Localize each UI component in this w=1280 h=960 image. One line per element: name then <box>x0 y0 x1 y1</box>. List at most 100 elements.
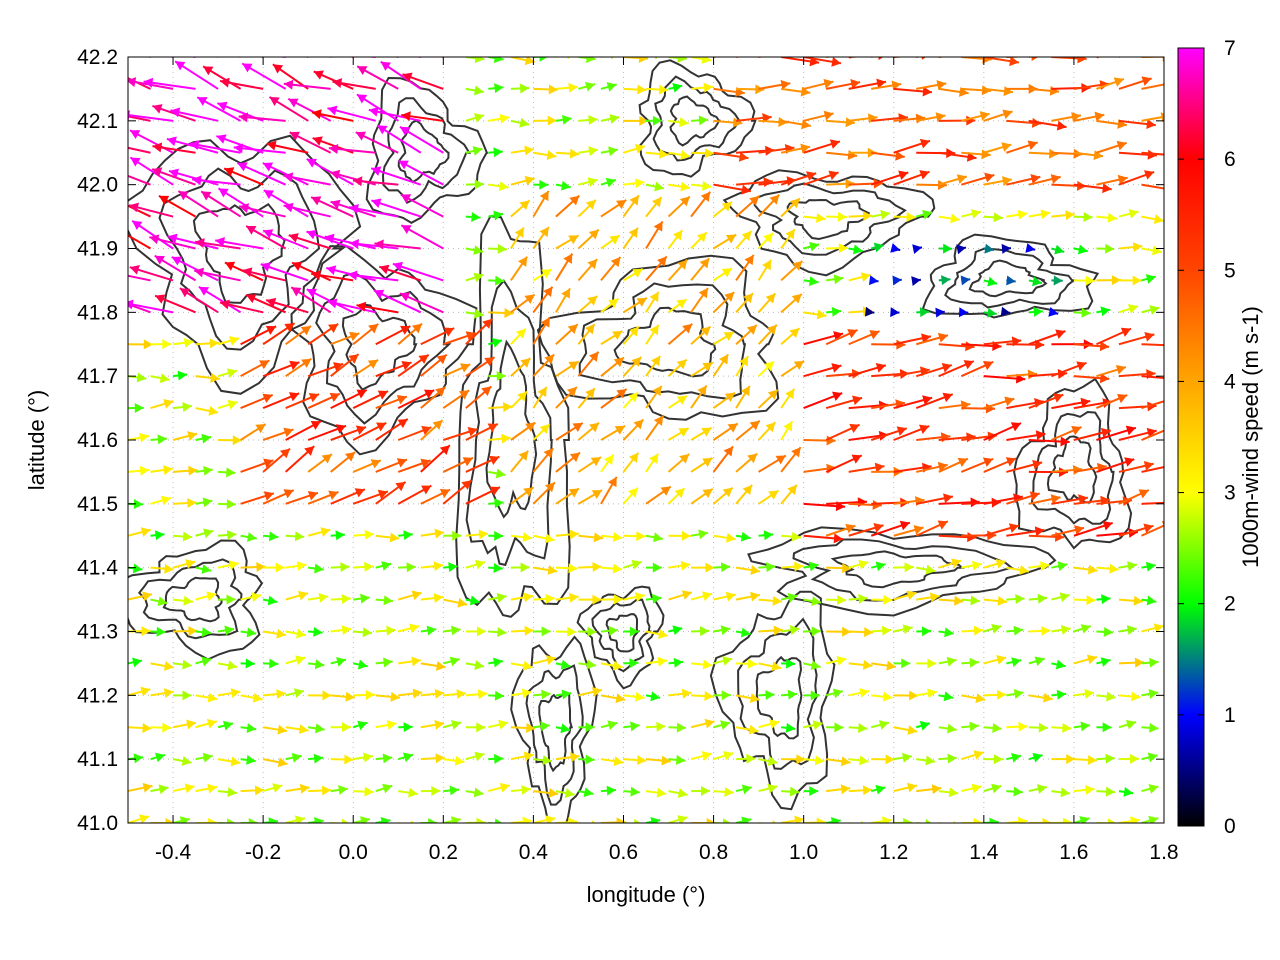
wind-arrow <box>128 215 129 217</box>
wind-arrow <box>174 60 219 90</box>
colorbar-tick-label: 4 <box>1224 370 1236 393</box>
wind-arrow <box>1118 149 1158 160</box>
wind-arrow <box>285 815 306 823</box>
wind-arrow <box>277 57 286 58</box>
wind-arrow <box>375 418 409 441</box>
contour-line <box>455 215 571 618</box>
wind-arrow <box>916 626 932 637</box>
wind-arrow <box>465 660 485 670</box>
wind-arrow <box>848 272 871 282</box>
wind-arrow <box>196 96 242 122</box>
wind-arrow <box>488 592 507 603</box>
wind-arrow <box>848 523 884 537</box>
wind-arrow <box>826 306 842 317</box>
wind-arrow <box>1051 244 1065 255</box>
wind-arrow <box>825 395 863 410</box>
wind-arrow <box>555 386 578 409</box>
wind-arrow <box>577 228 600 250</box>
wind-arrow <box>915 392 954 410</box>
wind-arrow <box>1051 659 1066 670</box>
wind-arrow <box>375 394 408 410</box>
wind-arrow <box>285 420 322 441</box>
wind-arrow <box>488 307 514 318</box>
wind-arrow <box>262 595 278 606</box>
wind-arrow <box>488 657 503 668</box>
wind-arrow <box>263 658 279 669</box>
wind-arrow <box>285 783 310 794</box>
wind-arrow <box>510 145 535 156</box>
wind-arrow <box>1073 111 1105 122</box>
wind-arrow <box>328 144 376 154</box>
wind-arrow <box>285 490 319 505</box>
wind-arrow <box>420 353 448 377</box>
wind-arrow <box>128 87 129 89</box>
wind-arrow <box>668 754 686 765</box>
wind-arrow <box>713 151 749 162</box>
wind-arrow <box>848 330 880 346</box>
wind-arrow <box>443 755 465 766</box>
wind-arrow <box>1048 307 1059 317</box>
wind-arrow <box>172 816 190 823</box>
wind-arrow <box>780 260 804 282</box>
wind-arrow <box>600 388 628 409</box>
wind-arrow <box>757 292 777 313</box>
wind-arrow <box>1096 364 1127 378</box>
wind-arrow <box>780 592 798 603</box>
wind-arrow <box>353 659 368 670</box>
contour-line <box>485 339 538 519</box>
wind-arrow <box>1141 214 1164 225</box>
wind-arrow <box>578 532 604 543</box>
wind-arrow <box>690 426 713 441</box>
wind-arrow <box>488 147 503 158</box>
wind-arrow <box>1051 210 1075 221</box>
wind-arrow <box>1006 565 1030 575</box>
wind-arrow <box>713 591 736 602</box>
wind-arrow <box>961 111 990 122</box>
wind-arrow <box>195 783 218 794</box>
wind-arrow <box>262 783 283 793</box>
wind-arrow <box>442 363 471 378</box>
wind-arrow <box>1096 275 1121 286</box>
wind-arrow <box>848 113 878 124</box>
wind-arrow <box>1073 307 1091 318</box>
contour-line <box>747 526 1057 617</box>
wind-arrow <box>825 423 860 441</box>
wind-arrow <box>129 265 174 282</box>
y-tick-label: 42.0 <box>77 174 118 197</box>
wind-arrow <box>1141 245 1162 256</box>
wind-arrow <box>1096 786 1116 797</box>
wind-arrow <box>645 291 660 313</box>
wind-arrow <box>150 373 170 384</box>
wind-arrow <box>352 489 389 505</box>
wind-arrow <box>555 148 580 159</box>
wind-arrow <box>893 138 931 154</box>
wind-arrow <box>915 209 933 220</box>
wind-arrow <box>758 756 778 766</box>
contour-line <box>128 134 362 395</box>
wind-arrow <box>690 115 709 126</box>
wind-arrow <box>1006 594 1025 605</box>
x-tick-label: 0.6 <box>609 841 638 864</box>
wind-arrow <box>645 385 663 409</box>
wind-arrow <box>938 656 957 667</box>
wind-arrow <box>308 753 324 764</box>
wind-arrow <box>398 159 444 186</box>
wind-arrow <box>510 421 536 441</box>
y-axis-ticks: 41.0 41.1 41.2 41.3 41.4 41.5 41.6 41.7 41.8 41.9… <box>77 46 1164 835</box>
wind-arrow <box>758 489 780 505</box>
x-tick-label: 1.2 <box>879 841 908 864</box>
wind-arrow <box>1141 722 1159 733</box>
wind-arrow <box>645 787 667 798</box>
wind-arrow <box>1141 689 1159 699</box>
wind-arrow <box>668 625 683 636</box>
wind-arrow <box>600 256 622 282</box>
wind-arrow <box>735 292 754 313</box>
wind-arrow <box>780 815 805 823</box>
wind-arrow <box>262 628 287 639</box>
wind-arrow <box>1141 151 1164 156</box>
wind-arrow <box>368 106 421 122</box>
wind-arrow <box>308 723 325 734</box>
wind-vectors <box>128 57 1164 823</box>
wind-arrow <box>532 268 553 282</box>
wind-arrow <box>375 720 397 730</box>
